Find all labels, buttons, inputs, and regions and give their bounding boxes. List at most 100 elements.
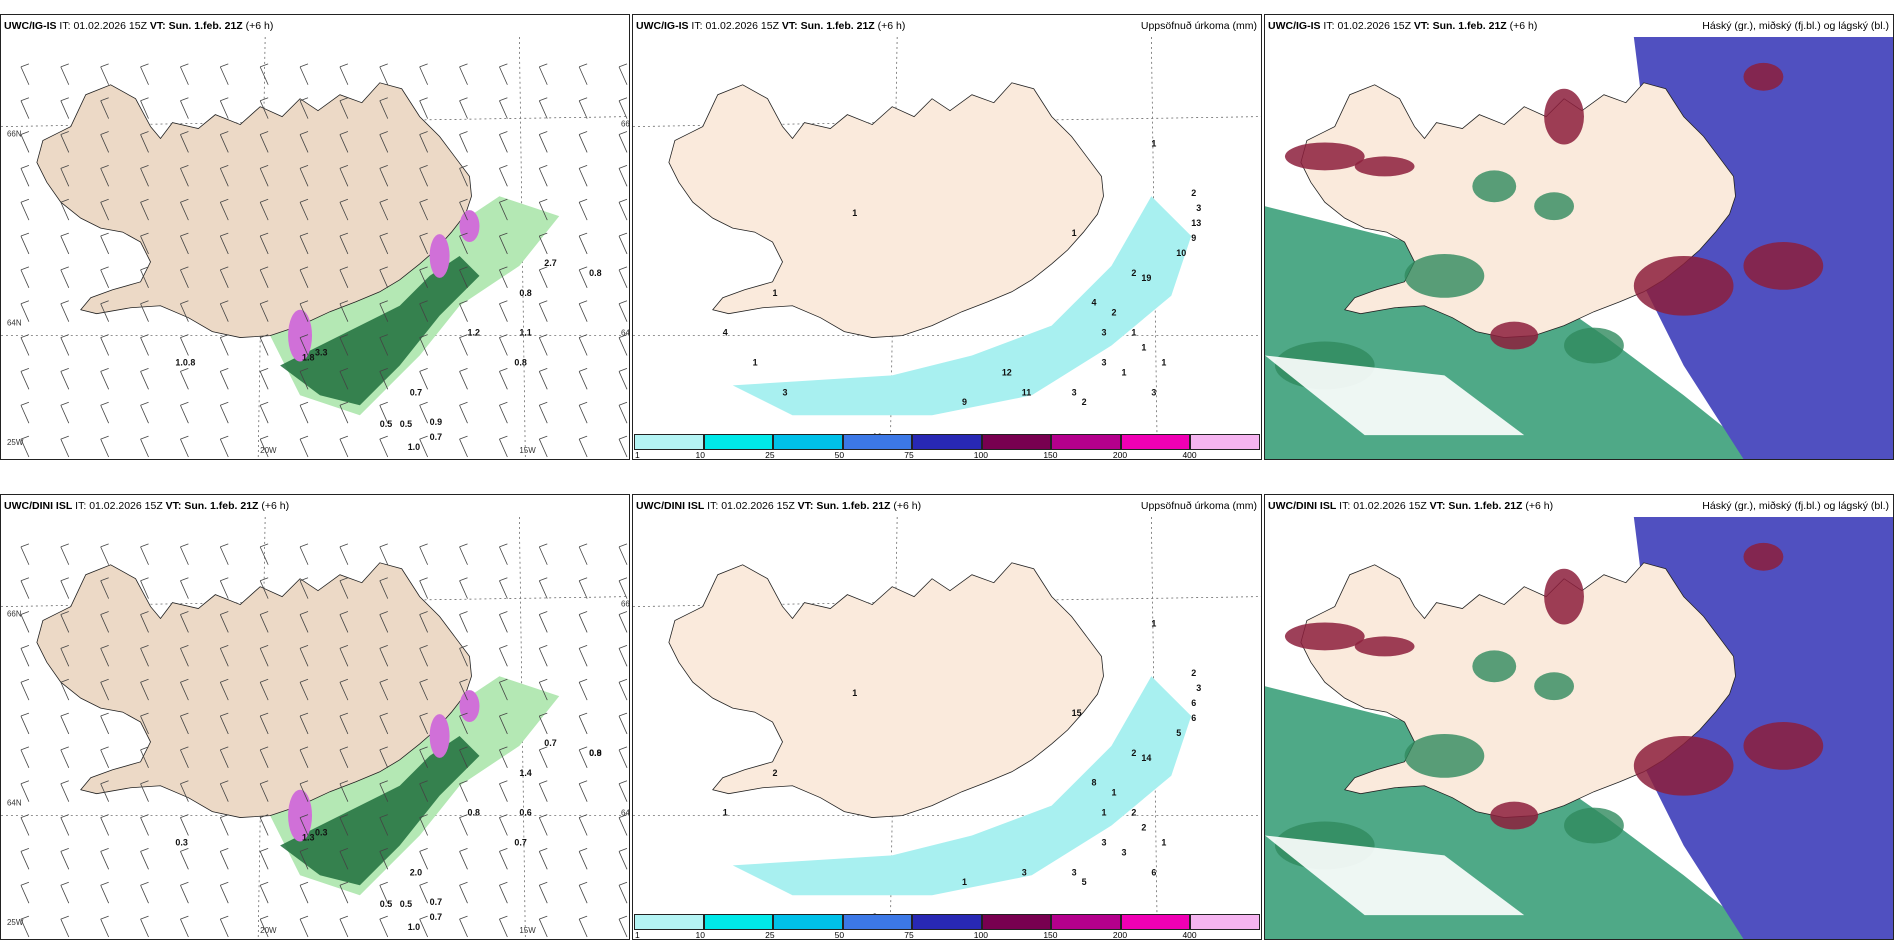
- graticule-label: 64N: [7, 319, 22, 328]
- wind-barb: [379, 915, 389, 938]
- wind-barb: [499, 198, 508, 221]
- wind-barb: [20, 881, 30, 904]
- wind-barb: [60, 712, 70, 735]
- it-label: IT:: [1339, 500, 1351, 512]
- precip-value-label: 0.7: [514, 837, 526, 847]
- wind-barb: [219, 266, 229, 288]
- wind-barb: [499, 334, 508, 356]
- colorbar-swatch: [1051, 914, 1121, 930]
- model-name: UWC/DINI ISL: [4, 500, 73, 512]
- wind-barb: [379, 712, 389, 735]
- wind-barb: [219, 848, 229, 870]
- wind-barb: [100, 645, 110, 667]
- wind-barb: [60, 334, 70, 356]
- wind-barb: [100, 848, 110, 870]
- low-cloud-patch: [1404, 733, 1485, 778]
- precip-value-label: 3: [1072, 867, 1077, 877]
- low-cloud-patch: [1534, 672, 1575, 701]
- wind-barb: [379, 232, 389, 255]
- wind-barb: [339, 645, 349, 667]
- precip-value-label: 10: [1176, 248, 1186, 258]
- wind-barb: [419, 780, 429, 802]
- wind-barb: [419, 232, 429, 255]
- wind-barb: [578, 848, 588, 870]
- wind-barb: [219, 645, 229, 667]
- wind-barb: [180, 131, 189, 153]
- precip-value-label: 5: [1082, 877, 1087, 887]
- wind-barb: [538, 63, 548, 85]
- colorbar-tick: 100: [973, 450, 988, 460]
- longitude-line: [519, 37, 526, 459]
- wind-barb: [578, 712, 588, 735]
- precip-value-label: 3: [1072, 387, 1077, 397]
- graticule-label: 64N: [7, 799, 22, 808]
- wind-barb: [219, 712, 229, 735]
- wind-barb: [20, 435, 30, 458]
- precip-value-label: 1: [1161, 357, 1166, 367]
- precip-value-label: 2: [1131, 268, 1136, 278]
- wind-barb: [459, 746, 468, 768]
- wind-barb: [60, 232, 70, 255]
- precip-value-label: 0.8: [468, 808, 480, 818]
- wind-barb: [259, 780, 269, 802]
- wind-barb: [578, 881, 588, 904]
- wind-barb: [419, 266, 429, 288]
- precip-value-label: 1: [723, 808, 728, 818]
- wind-barb: [459, 63, 468, 85]
- wind-barb: [100, 300, 110, 322]
- wind-barb: [419, 814, 429, 836]
- low-cloud-patch: [1564, 807, 1624, 844]
- wind-barb: [20, 266, 30, 288]
- wind-barb: [180, 746, 189, 768]
- precip-value-label: 2: [1141, 823, 1146, 833]
- map-panel-precip: UWC/IG-IS IT: 01.02.2026 15Z VT: Sun. 1.…: [632, 14, 1262, 460]
- map-area: 12313910191242131113323114910111231: [633, 37, 1261, 459]
- wind-barb: [100, 165, 110, 187]
- wind-barb: [180, 881, 189, 904]
- wind-barb: [180, 678, 189, 701]
- wind-barb: [618, 165, 628, 187]
- wind-barb: [618, 97, 628, 119]
- wind-barb: [140, 712, 149, 735]
- map-canvas: 12313910191242131113323114910111231: [633, 37, 1261, 459]
- wind-barb: [379, 678, 389, 701]
- wind-barb: [60, 915, 70, 938]
- wind-barb: [499, 401, 508, 424]
- precip-value-label: 1.4: [519, 768, 531, 778]
- precip-value-label: 2: [1082, 397, 1087, 407]
- precip-value-label: 3: [1196, 203, 1201, 213]
- wind-barb: [140, 300, 149, 322]
- precip-value-label: 1: [1151, 618, 1156, 628]
- wind-barb: [60, 780, 70, 802]
- wind-barb: [259, 131, 269, 153]
- wind-barb: [339, 266, 349, 288]
- wind-barb: [339, 780, 349, 802]
- wind-barb: [60, 435, 70, 458]
- high-cloud-patch: [1284, 622, 1365, 651]
- precip-value-label: 0.5: [400, 899, 412, 909]
- wind-barb: [419, 577, 429, 599]
- colorbar-swatch: [703, 914, 774, 930]
- wind-barb: [259, 814, 269, 836]
- wind-barb: [140, 368, 149, 390]
- precip-value-label: 0.5: [380, 899, 392, 909]
- wind-barb: [299, 848, 309, 870]
- precip-value-label: 0.7: [544, 738, 556, 748]
- wind-barb: [339, 131, 349, 153]
- precip-value-label: 3: [1022, 867, 1027, 877]
- wind-barb: [578, 232, 588, 255]
- wind-barb: [459, 97, 468, 119]
- wind-barb: [299, 678, 309, 701]
- wind-barb: [499, 435, 508, 458]
- it-label: IT:: [1323, 20, 1335, 32]
- wind-barb: [20, 814, 30, 836]
- colorbar-swatch: [912, 434, 982, 450]
- colorbar-swatch: [1120, 914, 1191, 930]
- wind-barb: [20, 712, 30, 735]
- vt-label: VT:: [149, 20, 166, 32]
- high-cloud-patch: [1544, 88, 1584, 145]
- wind-barb: [618, 915, 628, 938]
- wind-barb: [259, 712, 269, 735]
- wind-barb: [499, 678, 508, 701]
- coastline: [668, 82, 1104, 338]
